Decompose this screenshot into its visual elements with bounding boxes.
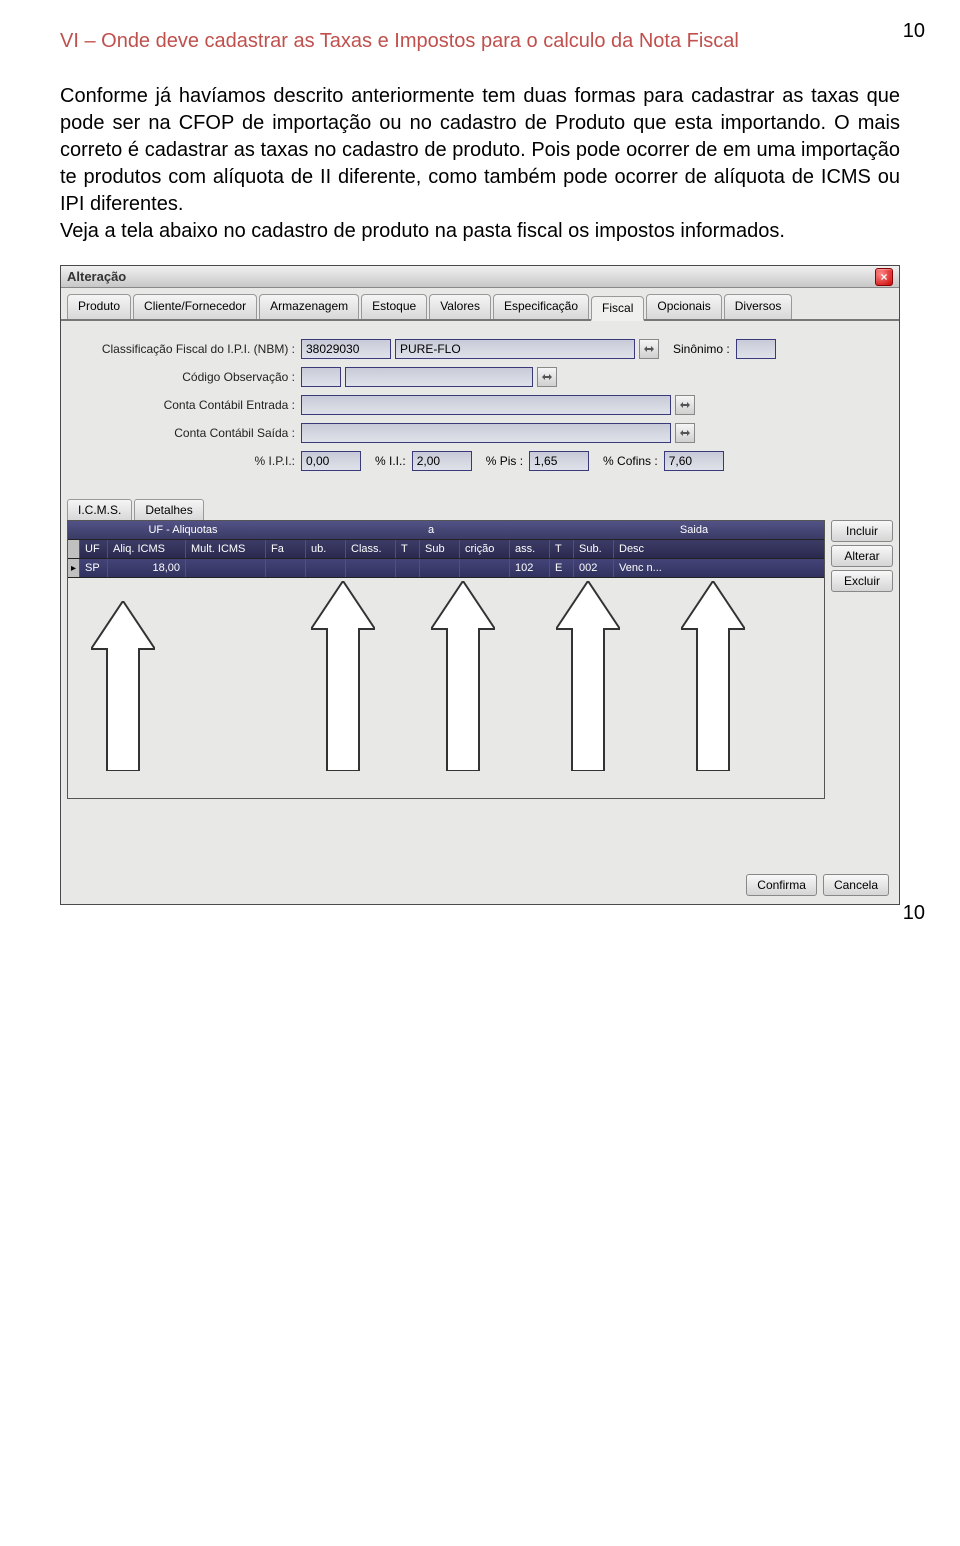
incluir-button[interactable]: Incluir: [831, 520, 893, 542]
grid-side-buttons: Incluir Alterar Excluir: [831, 520, 893, 799]
cell-aliq: 18,00: [108, 559, 186, 577]
window-title: Alteração: [67, 269, 126, 284]
document-page: 10 VI – Onde deve cadastrar as Taxas e I…: [0, 0, 960, 935]
col-cri: crição: [460, 540, 510, 558]
tab-valores[interactable]: Valores: [429, 294, 491, 319]
label-pct-cofins: % Cofins :: [603, 454, 658, 468]
tab-produto[interactable]: Produto: [67, 294, 131, 319]
subtabs: I.C.M.S.Detalhes: [61, 481, 899, 520]
tab-armazenagem[interactable]: Armazenagem: [259, 294, 359, 319]
cell-ass: 102: [510, 559, 550, 577]
label-pct-ipi: % I.P.I.:: [71, 454, 301, 468]
grid-body-empty: [68, 578, 824, 798]
input-conta-entrada[interactable]: [301, 395, 671, 415]
cell-mult: [186, 559, 266, 577]
titlebar: Alteração ×: [61, 266, 899, 288]
tab-estoque[interactable]: Estoque: [361, 294, 427, 319]
grid-columns: UF Aliq. ICMS Mult. ICMS Fa ub. Class. T…: [68, 540, 824, 559]
cancela-button[interactable]: Cancela: [823, 874, 889, 896]
cell-desc: Venc n...: [614, 559, 824, 577]
col-t: T: [396, 540, 420, 558]
tab-diversos[interactable]: Diversos: [724, 294, 793, 319]
input-nbm-desc[interactable]: PURE-FLO: [395, 339, 635, 359]
cell-t: [396, 559, 420, 577]
col-sub3: Sub.: [574, 540, 614, 558]
grid-wrap: UF - Aliquotas a Saida UF Aliq. ICMS Mul…: [61, 520, 899, 799]
footer-buttons: Confirma Cancela: [746, 874, 889, 896]
label-conta-saida: Conta Contábil Saída :: [71, 426, 301, 440]
col-sub2: Sub: [420, 540, 460, 558]
input-cod-obs-desc[interactable]: [345, 367, 533, 387]
cell-cri: [460, 559, 510, 577]
grid-header-mid: a: [298, 521, 564, 540]
input-sinonimo[interactable]: [736, 339, 776, 359]
input-conta-saida[interactable]: [301, 423, 671, 443]
lookup-icon[interactable]: [537, 367, 557, 387]
col-sub: ub.: [306, 540, 346, 558]
row-marker-icon: ▸: [68, 559, 80, 577]
tabstrip: ProdutoCliente/FornecedorArmazenagemEsto…: [61, 288, 899, 321]
input-pct-ipi[interactable]: 0,00: [301, 451, 361, 471]
form-area: Classificação Fiscal do I.P.I. (NBM) : 3…: [61, 321, 899, 481]
col-ass: ass.: [510, 540, 550, 558]
col-aliq: Aliq. ICMS: [108, 540, 186, 558]
page-number-bottom: 10: [903, 902, 925, 925]
tab-opcionais[interactable]: Opcionais: [646, 294, 721, 319]
row-cod-obs: Código Observação :: [71, 367, 889, 387]
col-uf: UF: [80, 540, 108, 558]
label-conta-entrada: Conta Contábil Entrada :: [71, 398, 301, 412]
label-sinonimo: Sinônimo :: [673, 342, 730, 356]
close-icon[interactable]: ×: [875, 268, 893, 286]
label-class-fiscal: Classificação Fiscal do I.P.I. (NBM) :: [71, 342, 301, 356]
input-pct-ii[interactable]: 2,00: [412, 451, 472, 471]
grid-row[interactable]: ▸ SP 18,00 102 E 002 Venc n...: [68, 559, 824, 578]
label-pct-ii: % I.I.:: [375, 454, 406, 468]
row-class-fiscal: Classificação Fiscal do I.P.I. (NBM) : 3…: [71, 339, 889, 359]
row-conta-saida: Conta Contábil Saída :: [71, 423, 889, 443]
lookup-icon[interactable]: [675, 423, 695, 443]
alterar-button[interactable]: Alterar: [831, 545, 893, 567]
label-pct-pis: % Pis :: [486, 454, 523, 468]
tab-cliente-fornecedor[interactable]: Cliente/Fornecedor: [133, 294, 257, 319]
icms-grid: UF - Aliquotas a Saida UF Aliq. ICMS Mul…: [67, 520, 825, 799]
tab-fiscal[interactable]: Fiscal: [591, 296, 644, 321]
alteracao-window: Alteração × ProdutoCliente/FornecedorArm…: [60, 265, 900, 905]
cell-sub: [306, 559, 346, 577]
input-pct-cofins[interactable]: 7,60: [664, 451, 724, 471]
row-conta-entrada: Conta Contábil Entrada :: [71, 395, 889, 415]
lookup-icon[interactable]: [639, 339, 659, 359]
excluir-button[interactable]: Excluir: [831, 570, 893, 592]
input-cod-obs[interactable]: [301, 367, 341, 387]
row-marker: [68, 540, 80, 558]
cell-fa: [266, 559, 306, 577]
cell-class: [346, 559, 396, 577]
col-desc: Desc: [614, 540, 824, 558]
col-t2: T: [550, 540, 574, 558]
col-class: Class.: [346, 540, 396, 558]
page-number-top: 10: [903, 20, 925, 43]
cell-uf: SP: [80, 559, 108, 577]
input-pct-pis[interactable]: 1,65: [529, 451, 589, 471]
cell-t2: E: [550, 559, 574, 577]
row-percents: % I.P.I.: 0,00 % I.I.: 2,00 % Pis : 1,65…: [71, 451, 889, 471]
col-fa: Fa: [266, 540, 306, 558]
grid-header-right: Saida: [564, 521, 824, 540]
lookup-icon[interactable]: [675, 395, 695, 415]
label-cod-obs: Código Observação :: [71, 370, 301, 384]
col-mult: Mult. ICMS: [186, 540, 266, 558]
section-heading: VI – Onde deve cadastrar as Taxas e Impo…: [60, 30, 900, 53]
tab-especifica-o[interactable]: Especificação: [493, 294, 589, 319]
grid-header-left: UF - Aliquotas: [68, 521, 298, 540]
subtab-i-c-m-s-[interactable]: I.C.M.S.: [67, 499, 132, 520]
cell-sub3: 002: [574, 559, 614, 577]
body-paragraph: Conforme já havíamos descrito anteriorme…: [60, 83, 900, 245]
confirma-button[interactable]: Confirma: [746, 874, 817, 896]
subtab-detalhes[interactable]: Detalhes: [134, 499, 203, 520]
input-nbm-code[interactable]: 38029030: [301, 339, 391, 359]
cell-sub2: [420, 559, 460, 577]
